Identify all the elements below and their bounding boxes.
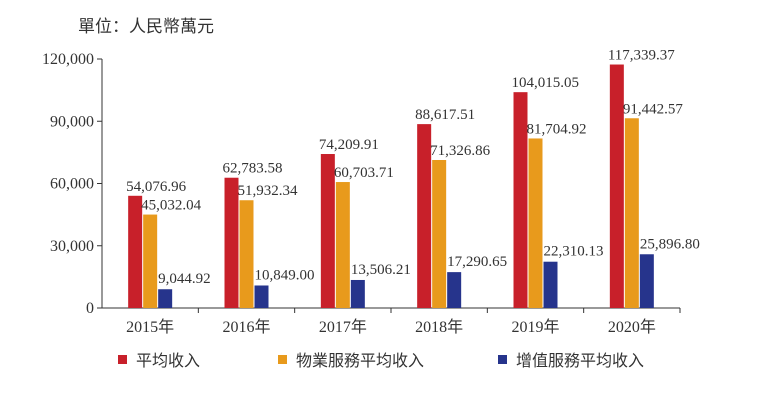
bar <box>528 138 543 308</box>
bar <box>624 118 639 308</box>
data-label: 71,326.86 <box>430 143 491 159</box>
x-tick-label: 2019年 <box>511 318 559 336</box>
data-label: 62,783.58 <box>223 161 283 177</box>
data-label: 51,932.34 <box>238 183 299 199</box>
bar <box>543 261 558 308</box>
data-label: 45,032.04 <box>141 198 202 214</box>
legend-label: 平均收入 <box>136 351 201 370</box>
bar <box>447 272 462 308</box>
bar <box>320 154 335 308</box>
x-tick-label: 2016年 <box>222 318 270 336</box>
x-tick-label: 2017年 <box>319 318 367 336</box>
data-label: 91,442.57 <box>623 101 684 117</box>
legend-swatch <box>278 354 287 364</box>
bar <box>224 177 239 308</box>
bar <box>432 159 447 308</box>
bar <box>350 279 365 308</box>
bar <box>254 285 269 308</box>
legend-item: 平均收入 <box>118 348 278 370</box>
y-tick-label: 0 <box>86 300 94 317</box>
bar <box>609 64 624 308</box>
data-label: 17,290.65 <box>447 254 507 270</box>
data-label: 60,703.71 <box>334 165 394 181</box>
data-label: 54,076.96 <box>126 179 186 195</box>
data-label: 117,339.37 <box>608 48 675 64</box>
bar <box>239 200 254 308</box>
legend-item: 物業服務平均收入 <box>278 348 498 370</box>
y-tick-label: 30,000 <box>50 238 94 255</box>
bar <box>128 195 143 308</box>
bar <box>143 214 158 308</box>
legend-swatch <box>498 354 507 364</box>
data-label: 25,896.80 <box>640 236 700 252</box>
bar <box>335 182 350 308</box>
bar <box>417 124 432 308</box>
legend-label: 增值服務平均收入 <box>516 351 645 370</box>
bar <box>639 254 654 308</box>
unit-label: 單位：人民幣萬元 <box>78 17 214 37</box>
data-label: 13,506.21 <box>351 262 411 278</box>
data-label: 88,617.51 <box>415 107 475 123</box>
data-label: 81,704.92 <box>527 121 587 137</box>
y-tick-label: 90,000 <box>50 113 94 130</box>
data-label: 10,849.00 <box>255 267 315 283</box>
bar <box>513 92 528 309</box>
data-label: 104,015.05 <box>512 75 580 91</box>
data-label: 74,209.91 <box>319 137 379 153</box>
x-tick-label: 2020年 <box>608 318 656 336</box>
x-tick-label: 2018年 <box>415 318 463 336</box>
y-tick-label: 60,000 <box>50 176 94 193</box>
legend-item: 增值服務平均收入 <box>498 348 698 370</box>
data-label: 9,044.92 <box>158 271 211 287</box>
bar <box>158 289 173 308</box>
legend: 平均收入 物業服務平均收入 增值服務平均收入 <box>118 348 718 370</box>
data-label: 22,310.13 <box>544 244 604 260</box>
y-tick-label: 120,000 <box>42 51 94 68</box>
x-tick-label: 2015年 <box>126 318 174 336</box>
legend-swatch <box>118 354 127 364</box>
legend-label: 物業服務平均收入 <box>296 351 425 370</box>
